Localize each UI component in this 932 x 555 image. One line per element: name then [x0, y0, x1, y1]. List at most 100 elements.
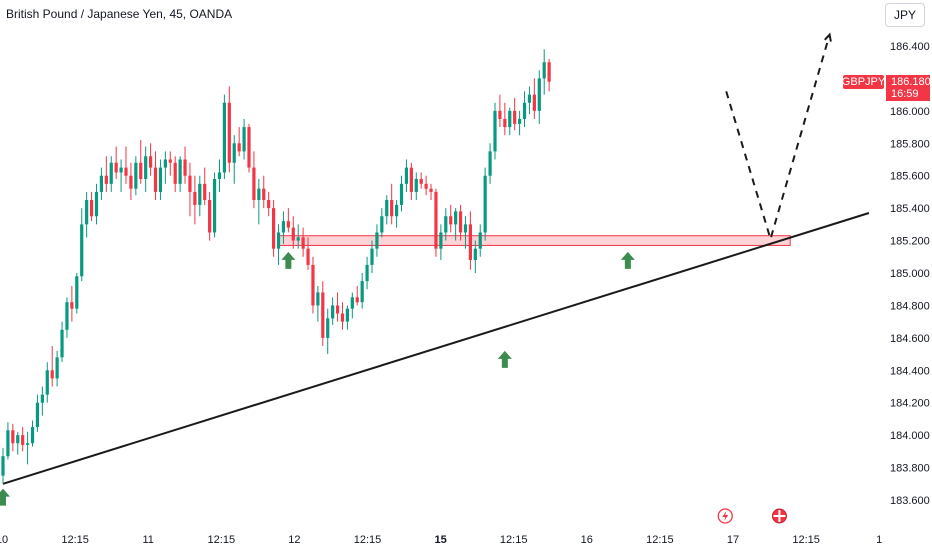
candle-body	[444, 216, 448, 233]
candle-body	[178, 159, 182, 184]
candle-body	[404, 167, 409, 184]
candle-body	[114, 162, 118, 173]
candle-body	[296, 237, 300, 241]
y-tick-label: 185.600	[890, 171, 930, 183]
candle-body	[463, 224, 468, 233]
y-tick-label: 185.800	[890, 138, 930, 150]
x-tick-label: 12:15	[354, 534, 382, 546]
candle-body	[385, 200, 389, 217]
candle-body	[355, 297, 359, 303]
candle-body	[173, 162, 177, 184]
candle-body	[478, 232, 482, 249]
y-tick-label: 186.400	[890, 41, 930, 53]
projection-arrowhead	[824, 32, 832, 42]
x-tick-label: 12:15	[792, 534, 820, 546]
candle-body	[498, 110, 502, 119]
candle-body	[21, 435, 25, 445]
x-tick-label: 12:15	[208, 534, 236, 546]
candle-body	[262, 188, 266, 201]
last-price-value: 186.180	[891, 76, 931, 88]
candle-body	[454, 211, 458, 225]
candle-body	[527, 94, 532, 103]
candle-body	[301, 237, 305, 249]
candle-body	[232, 143, 236, 163]
candle-body	[532, 94, 536, 111]
candle-body	[85, 200, 89, 225]
candle-body	[208, 200, 212, 233]
trendline	[2, 212, 870, 485]
y-tick-label: 183.800	[890, 463, 930, 475]
y-tick-label: 185.000	[890, 268, 930, 280]
chart-title: British Pound / Japanese Yen, 45, OANDA	[6, 7, 233, 21]
candle-body	[542, 62, 546, 79]
candle-body	[6, 430, 10, 457]
candle-body	[227, 102, 231, 163]
candle-body	[272, 208, 276, 249]
candle-body	[257, 188, 261, 201]
y-tick-label: 185.400	[890, 203, 930, 215]
support-arrow-icon	[497, 350, 512, 368]
candle-body	[340, 313, 345, 322]
candle-body	[286, 221, 290, 228]
candle-body	[16, 435, 20, 444]
support-arrow-icon	[281, 251, 296, 269]
candle-body	[50, 370, 54, 379]
currency-button[interactable]: JPY	[885, 3, 925, 27]
candle-body	[203, 183, 207, 201]
candle-body	[370, 248, 374, 265]
candle-body	[158, 167, 163, 192]
candle-body	[493, 110, 497, 152]
candle-body	[104, 175, 108, 184]
candle-body	[291, 227, 295, 241]
candle-body	[119, 167, 123, 173]
candle-body	[331, 305, 335, 319]
support-arrow-icon	[620, 251, 635, 269]
candle-body	[306, 248, 310, 265]
candle-body	[547, 62, 551, 82]
candle-body	[537, 78, 541, 111]
candle-body	[217, 172, 222, 179]
candle-body	[70, 302, 74, 309]
candle-body	[1, 456, 5, 476]
candle-body	[153, 167, 158, 192]
candle-body	[345, 308, 349, 322]
bar-countdown: 16:59	[891, 88, 919, 100]
flash-glyph	[722, 511, 729, 521]
candle-body	[129, 175, 133, 189]
y-tick-label: 184.600	[890, 333, 930, 345]
candle-body	[55, 357, 59, 379]
y-tick-label: 184.000	[890, 430, 930, 442]
candle-body	[26, 443, 30, 445]
candle-body	[163, 159, 167, 168]
candle-body	[149, 156, 153, 168]
candle-body	[40, 394, 44, 403]
candle-body	[473, 248, 477, 261]
candle-body	[65, 302, 69, 330]
candle-body	[193, 191, 197, 205]
candle-body	[522, 102, 527, 119]
y-tick-label: 185.200	[890, 236, 930, 248]
candle-body	[212, 178, 217, 233]
x-tick-label: 12:15	[500, 534, 528, 546]
candle-body	[30, 427, 35, 444]
candle-body	[409, 167, 413, 192]
candle-body	[380, 216, 384, 233]
candle-body	[99, 175, 103, 192]
candle-body	[134, 162, 138, 189]
candle-body	[488, 151, 492, 176]
candle-body	[449, 216, 453, 225]
candle-body	[399, 183, 404, 205]
projection-path	[725, 34, 831, 243]
x-tick-label: 15	[434, 534, 446, 546]
candle-body	[375, 232, 379, 249]
candle-body	[316, 292, 320, 306]
candle-body	[75, 276, 79, 309]
candle-body	[518, 118, 522, 124]
x-tick-label: 11	[142, 534, 153, 546]
candle-body	[458, 211, 463, 233]
y-tick-label: 184.400	[890, 365, 930, 377]
x-tick-label: 12:15	[646, 534, 674, 546]
candle-body	[424, 183, 428, 189]
